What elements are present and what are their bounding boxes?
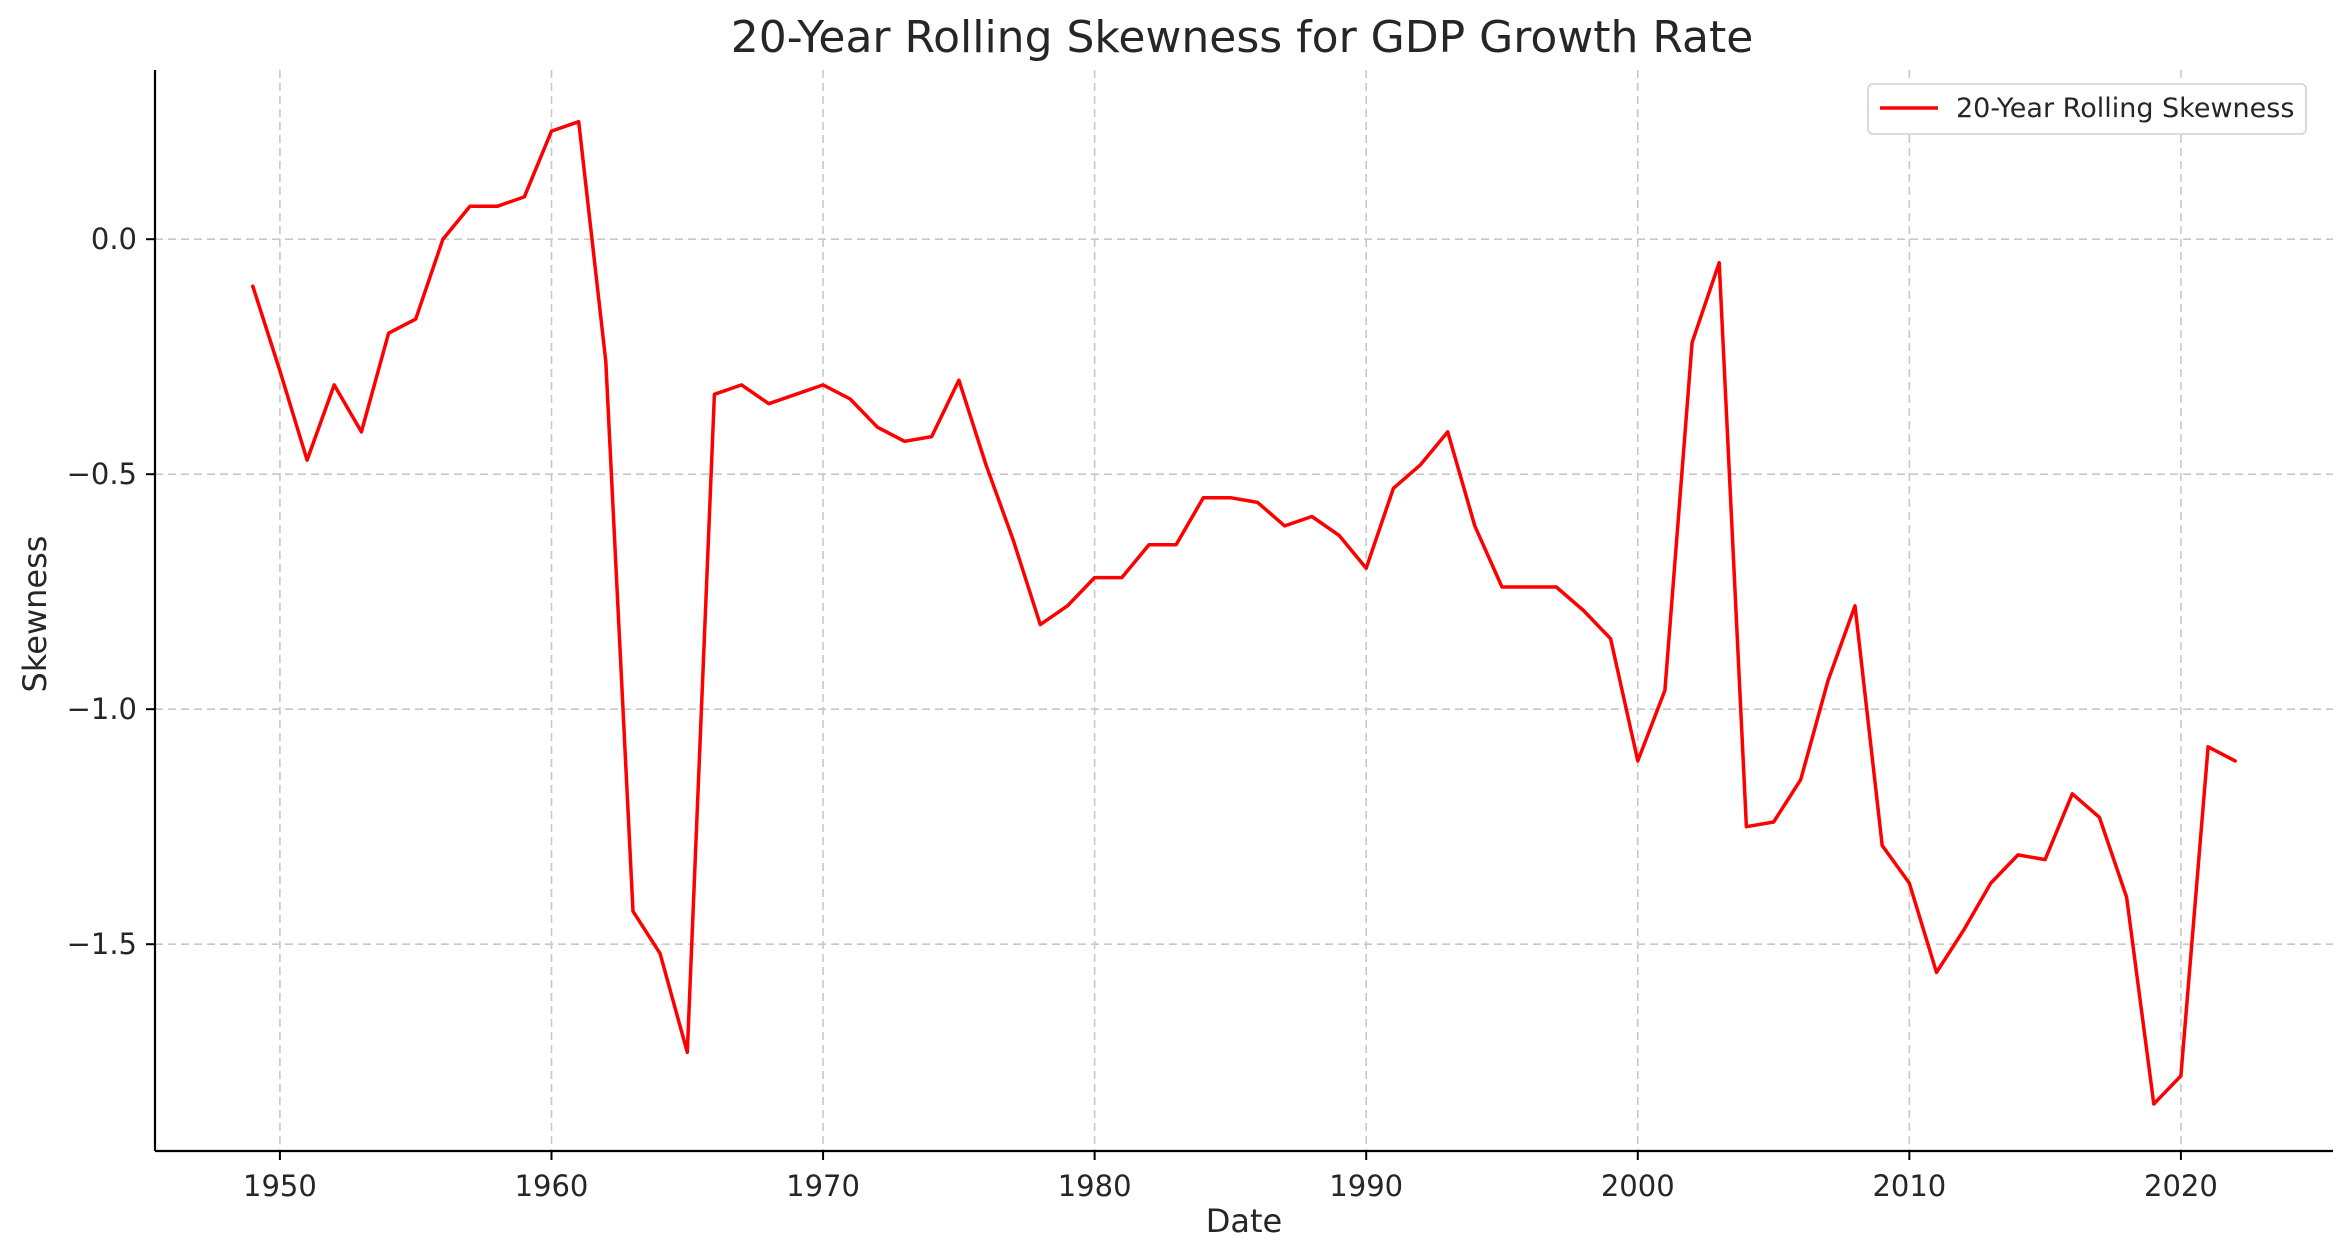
- x-tick-label: 1950: [243, 1169, 317, 1203]
- x-tick-label: 2000: [1601, 1169, 1675, 1203]
- x-tick-label: 1980: [1058, 1169, 1132, 1203]
- x-tick-label: 2010: [1872, 1169, 1946, 1203]
- legend: 20-Year Rolling Skewness: [1867, 83, 2307, 135]
- tick-layer: 1950 1960 1970 1980 1990 2000 2010 2020 0.0 −0.5 −…: [67, 222, 2218, 1203]
- y-axis-label: Skewness: [16, 536, 54, 693]
- x-tick-label: 2020: [2144, 1169, 2218, 1203]
- y-tick-label: 0.0: [91, 222, 137, 256]
- series-layer: [251, 119, 2237, 1106]
- x-tick-label: 1990: [1329, 1169, 1403, 1203]
- y-tick-label: −1.0: [67, 692, 137, 726]
- legend-box: [1867, 83, 2307, 135]
- chart-title: 20-Year Rolling Skewness for GDP Growth …: [731, 12, 1754, 63]
- y-tick-label: −1.5: [67, 927, 137, 961]
- legend-label: 20-Year Rolling Skewness: [1956, 93, 2294, 124]
- y-tick-label: −0.5: [67, 457, 137, 491]
- grid-layer: [155, 70, 2333, 1151]
- x-axis-label: Date: [1206, 1202, 1282, 1240]
- x-tick-label: 1970: [786, 1169, 860, 1203]
- x-tick-label: 1960: [515, 1169, 589, 1203]
- series-line: [251, 119, 2237, 1106]
